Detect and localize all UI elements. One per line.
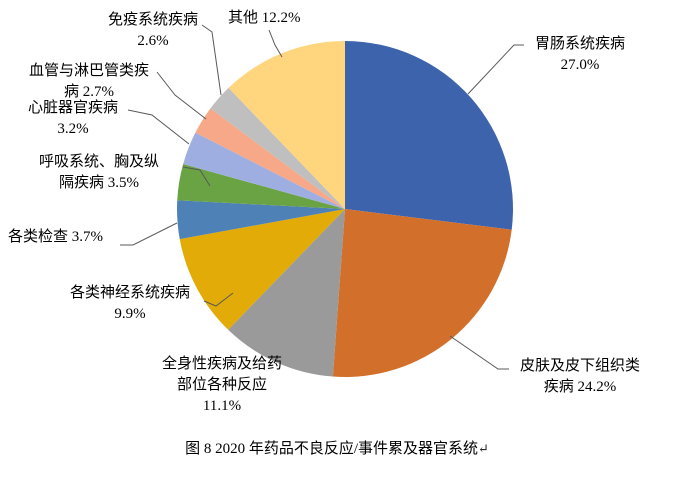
pie-label-line: 血管与淋巴管类疾 — [28, 63, 149, 79]
pie-label-line: 27.0% — [560, 57, 600, 73]
pie-label-line: 胃肠系统疾病 — [534, 36, 625, 52]
pie-label-line: 其他 12.2% — [228, 10, 301, 26]
pie-label-line: 全身性疾病及给药 — [161, 356, 282, 372]
pie-label-4: 各类检查 3.7% — [8, 227, 148, 248]
pie-slice-6 — [183, 132, 345, 209]
pie-label-line: 2.6% — [137, 33, 169, 49]
pie-label-2: 全身性疾病及给药 部位各种反应 11.1% — [138, 354, 306, 417]
leader-line-8 — [201, 24, 222, 96]
pie-label-line: 11.1% — [202, 398, 242, 414]
leader-line-6 — [127, 109, 190, 145]
leader-line-5 — [182, 166, 211, 187]
leader-line-4 — [120, 222, 178, 246]
pie-label-line: 呼吸系统、胸及纵 — [38, 154, 159, 170]
pie-slice-5 — [177, 163, 345, 209]
pie-label-line: 免疫系统疾病 — [107, 12, 198, 28]
pie-label-line: 9.9% — [114, 306, 146, 322]
pie-label-line: 皮肤及皮下组织类 — [519, 358, 640, 374]
pie-label-1: 皮肤及皮下组织类 疾病 24.2% — [505, 356, 655, 398]
pie-label-9: 其他 12.2% — [228, 8, 318, 29]
pie-slice-2 — [228, 209, 345, 377]
pie-label-7: 血管与淋巴管类疾病 2.7% — [14, 61, 164, 103]
pie-label-line: 心脏器官疾病 — [27, 100, 118, 116]
pie-label-3: 各类神经系统疾病 9.9% — [50, 283, 210, 325]
pie-slice-8 — [210, 87, 345, 209]
pie-slice-3 — [179, 209, 345, 330]
pie-label-6: 心脏器官疾病 3.2% — [18, 98, 128, 140]
pie-label-line: 3.2% — [57, 121, 89, 137]
pie-label-line: 疾病 24.2% — [543, 379, 617, 395]
pie-label-line: 隔疾病 3.5% — [59, 175, 139, 191]
pie-label-5: 呼吸系统、胸及纵 隔疾病 3.5% — [14, 152, 184, 194]
pie-label-line: 病 2.7% — [64, 84, 114, 100]
figure-caption: 图 8 2020 年药品不良反应/事件累及器官系统↵ — [0, 438, 674, 460]
pie-label-0: 胃肠系统疾病 27.0% — [505, 34, 655, 76]
leader-line-3 — [203, 292, 234, 307]
pie-slice-1 — [332, 209, 512, 377]
pie-label-8: 免疫系统疾病 2.6% — [98, 10, 208, 52]
pie-slice-4 — [177, 200, 345, 240]
pie-slice-9 — [228, 41, 345, 209]
leader-line-0 — [467, 44, 524, 95]
leader-line-7 — [156, 71, 207, 120]
leader-line-1 — [449, 335, 509, 370]
pie-label-line: 各类检查 3.7% — [8, 229, 103, 245]
pie-slice-7 — [195, 108, 345, 209]
paragraph-mark: ↵ — [478, 441, 489, 456]
caption-text: 图 8 2020 年药品不良反应/事件累及器官系统 — [185, 441, 478, 457]
pie-label-line: 部位各种反应 — [176, 377, 267, 393]
leader-line-9 — [268, 29, 283, 58]
pie-label-line: 各类神经系统疾病 — [69, 285, 190, 301]
pie-slice-0 — [345, 41, 513, 230]
